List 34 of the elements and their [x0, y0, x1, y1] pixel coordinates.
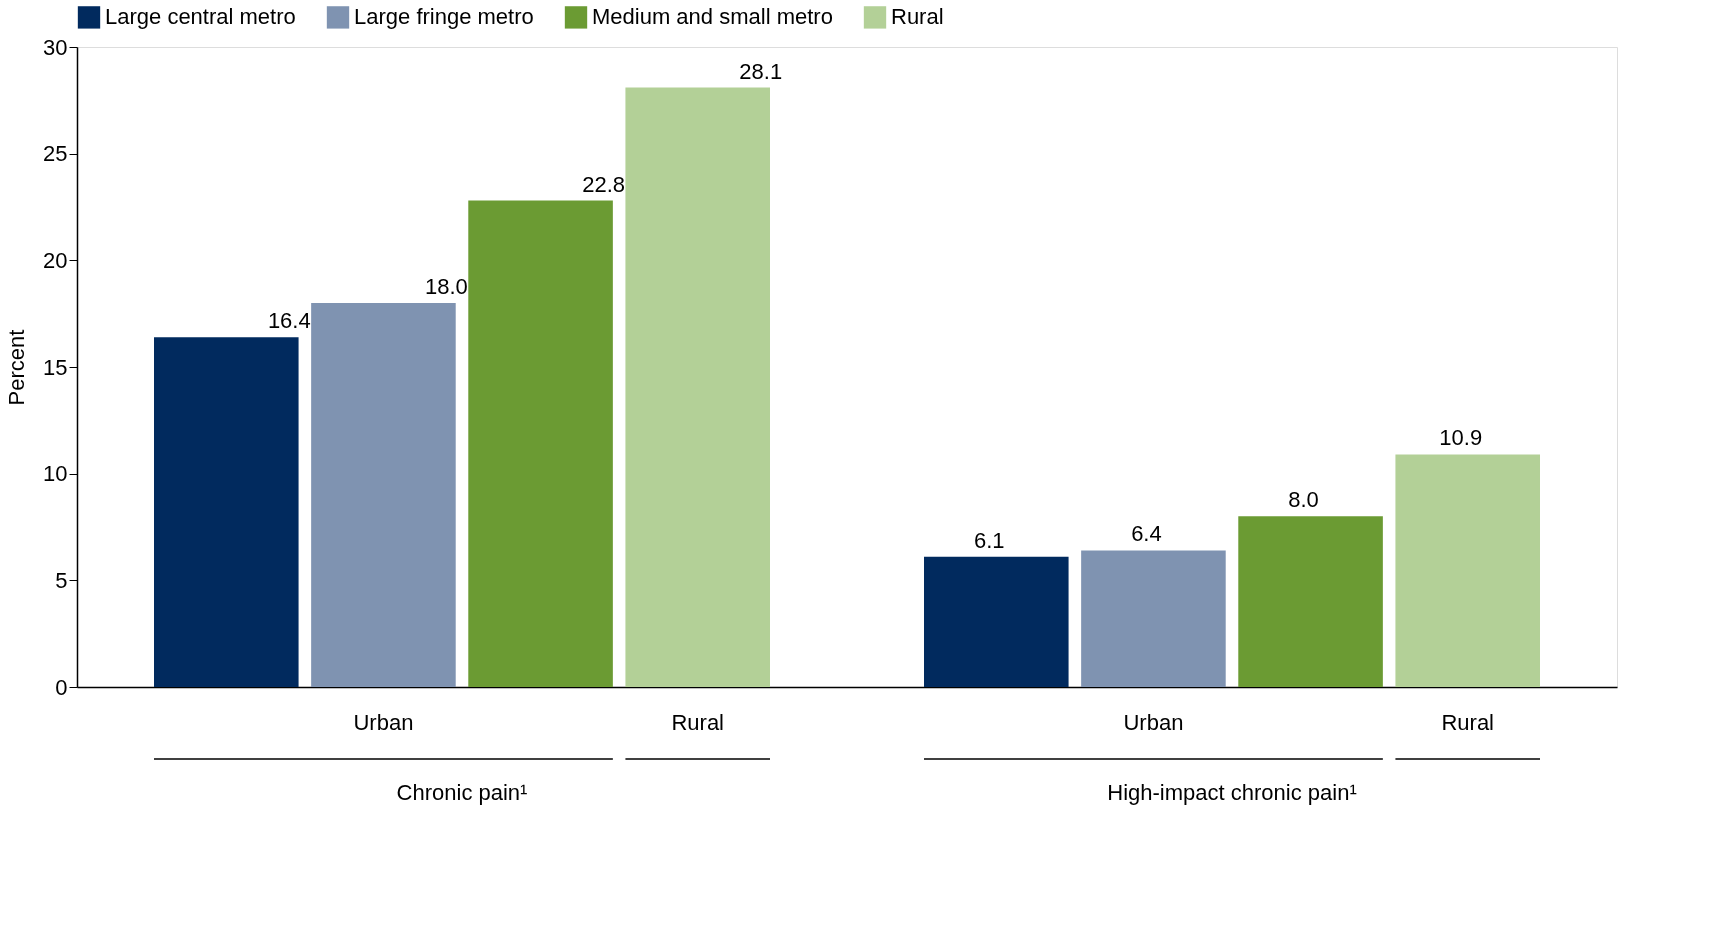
y-axis-title: Percent: [4, 329, 30, 406]
y-tick-label: 15: [43, 354, 68, 380]
text: Rural: [1441, 710, 1494, 735]
legend-label: Large central metro: [105, 4, 296, 30]
bar: [1238, 516, 1383, 687]
bar: [468, 200, 613, 687]
text: 18.0: [425, 274, 468, 299]
y-tick-label: 10: [43, 461, 68, 487]
x-tick-label: High-impact chronic pain¹: [1107, 779, 1357, 805]
text: 16.4: [267, 308, 311, 334]
y-tick-label: 20: [43, 247, 68, 273]
text: 6.1: [973, 527, 1005, 553]
y-tick-label: 25: [43, 141, 68, 167]
y-tick-label: 30: [43, 34, 68, 60]
legend-label: Large fringe metro: [354, 4, 534, 30]
text: 28.1: [739, 58, 783, 84]
bar: [154, 337, 299, 687]
text: Urban: [1123, 710, 1184, 735]
text: 6.4: [1131, 521, 1162, 547]
text: 10.9: [1439, 425, 1483, 451]
x-tick-label: Chronic pain¹: [396, 779, 528, 805]
bar: [625, 87, 770, 687]
text: 8.0: [1288, 487, 1319, 513]
text: Urban: [353, 710, 414, 735]
bar: [1081, 550, 1226, 687]
bar: [311, 303, 456, 687]
legend-label: Medium and small metro: [592, 4, 833, 30]
bar: [924, 556, 1069, 687]
y-tick-label: 0: [55, 674, 68, 700]
text: 22.8: [582, 171, 625, 197]
y-tick-label: 5: [55, 567, 68, 593]
bar: [1395, 454, 1540, 687]
text: Rural: [671, 710, 724, 735]
legend-label: Rural: [891, 4, 944, 30]
